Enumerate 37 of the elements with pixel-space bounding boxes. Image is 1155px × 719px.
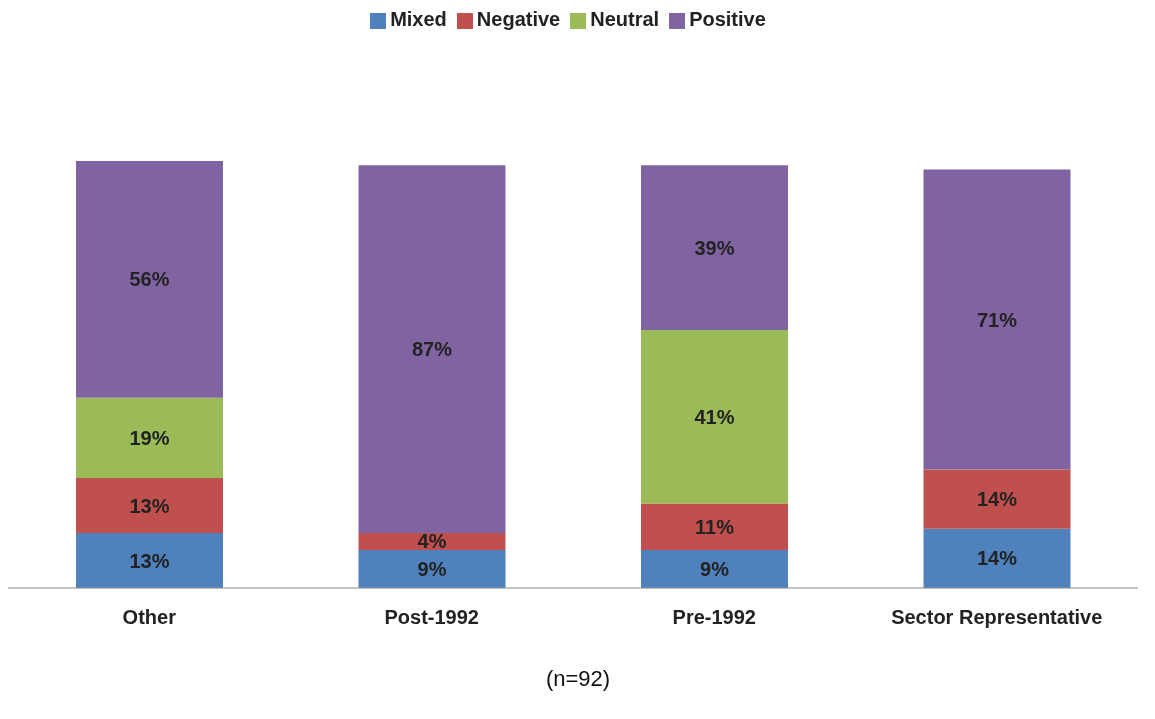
text: (n=92): [544, 666, 612, 692]
data-label: 11%: [695, 515, 735, 538]
x-tick-label: Sector Representative: [891, 606, 1103, 629]
data-label: 13%: [129, 494, 170, 517]
data-label: 14%: [976, 488, 1018, 511]
legend-label: Mixed: [390, 8, 447, 30]
bar: [358, 533, 506, 550]
x-tick-label: Pre-1992: [672, 606, 756, 629]
data-label: 56%: [129, 268, 170, 291]
legend-label: Positive: [689, 8, 766, 30]
bar: [641, 549, 788, 588]
legend-label: Neutral: [590, 8, 660, 30]
data-label: 41%: [694, 405, 735, 428]
bar: [76, 397, 223, 479]
data-label: 19%: [129, 426, 170, 449]
bar: [923, 169, 1071, 470]
bar: [923, 469, 1071, 529]
x-tick-label: Other: [122, 606, 177, 629]
data-label: 9%: [417, 557, 447, 580]
bar: [76, 478, 223, 534]
data-label: 39%: [694, 236, 735, 259]
data-label: 71%: [976, 308, 1018, 331]
bar: [641, 503, 788, 550]
x-tick-label: Post-1992: [384, 606, 479, 629]
bar: [76, 161, 223, 398]
data-label: 13%: [129, 549, 170, 572]
bar: [641, 165, 788, 331]
data-label: 9%: [700, 557, 730, 580]
data-label: 4%: [417, 530, 447, 553]
legend-label: Negative: [476, 8, 561, 30]
bar: [76, 533, 223, 588]
bar: [358, 549, 506, 588]
bar: [923, 528, 1071, 588]
bar: [641, 330, 788, 504]
data-label: 14%: [976, 547, 1018, 570]
bar: [358, 165, 506, 534]
data-label: 87%: [411, 338, 453, 361]
